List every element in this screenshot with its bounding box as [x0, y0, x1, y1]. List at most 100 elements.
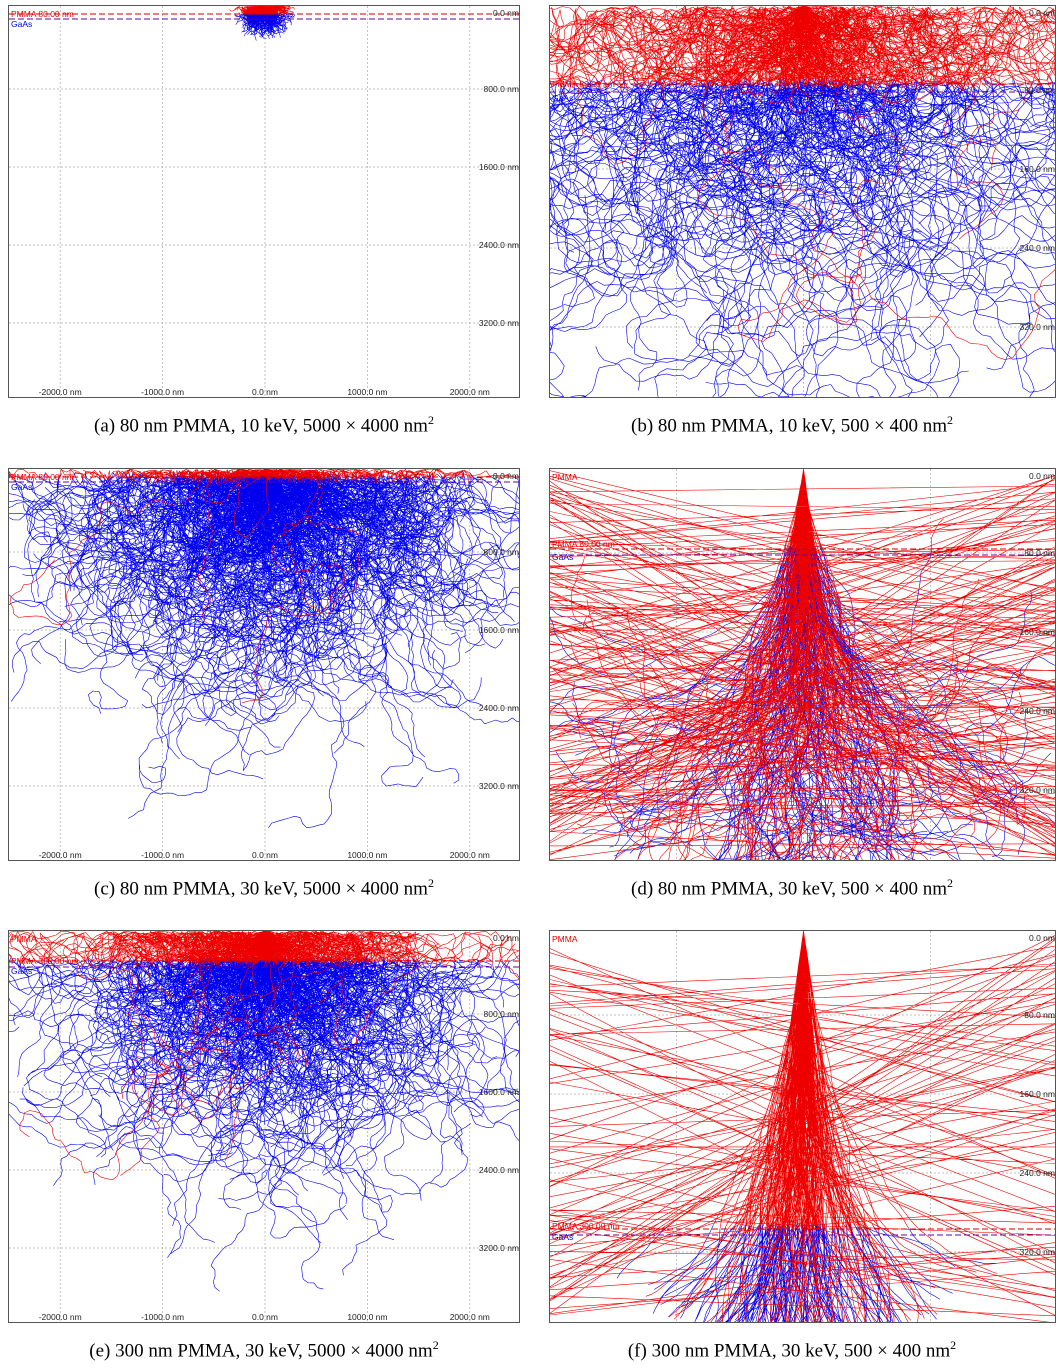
x-tick-label: -1000.0 nm: [141, 1312, 184, 1322]
trajectories: [550, 931, 1056, 1323]
x-tick-label: -1000.0 nm: [141, 850, 184, 860]
caption: (f) 300 nm PMMA, 30 keV, 500 × 400 nm2: [528, 1338, 1056, 1362]
x-tick-label: 1000.0 nm: [347, 387, 387, 397]
y-tick-label: 160.0 nm: [1020, 1089, 1055, 1099]
y-tick-label: 160.0 nm: [1020, 627, 1055, 637]
x-tick-label: -2000.0 nm: [39, 387, 82, 397]
trajectories: [9, 955, 520, 1291]
x-tick-label: 2000.0 nm: [450, 1312, 490, 1322]
caption-label: (d): [631, 878, 653, 899]
y-tick-label: 800.0 nm: [484, 1009, 519, 1019]
layer-label: GaAs: [11, 966, 32, 976]
layer-label: PMMA 80.00 nm: [11, 9, 74, 19]
y-tick-label: 0.0 nm: [1029, 933, 1055, 943]
plot: PMMA PMMA 80.00 nm GaAs 0.0 nm 80.0 nm 160.0 …: [550, 469, 1056, 861]
caption-sup: 2: [947, 413, 953, 427]
x-tick-label: 1000.0 nm: [347, 850, 387, 860]
y-tick-label: 3200.0 nm: [479, 318, 519, 328]
layer-label: GaAs: [552, 93, 573, 103]
layer-label: PMMA 300.00 nm: [552, 1221, 620, 1231]
caption-label: (a): [94, 415, 115, 436]
y-tick-label: 160.0 nm: [1020, 164, 1055, 174]
y-tick-label: 1600.0 nm: [479, 625, 519, 635]
simulation-panel: PMMA PMMA 300.00 nm GaAs 0.0 nm 80.0 nm 160.0…: [549, 930, 1056, 1323]
caption-text: 300 nm PMMA, 30 keV, 5000 × 4000 nm: [115, 1340, 433, 1361]
layer-label: PMMA 80.00 nm: [552, 539, 615, 549]
trajectories: [550, 76, 1056, 398]
simulation-panel: PMMA 80.00 nm GaAs 0.0 nm 800.0 nm 1600.0 nm…: [8, 5, 520, 398]
simulation-panel: PMMA PMMA 300.00 nm GaAs 0.0 nm 800.0 nm 1600…: [8, 930, 520, 1323]
caption-label: (f): [628, 1340, 647, 1361]
x-tick-label: -2000.0 nm: [39, 850, 82, 860]
layer-label: PMMA 80.00 nm: [552, 79, 615, 89]
trajectories: [235, 13, 295, 41]
caption-label: (e): [89, 1340, 110, 1361]
x-tick-label: 0.0 nm: [252, 387, 278, 397]
caption-sup: 2: [947, 876, 953, 890]
y-tick-label: 800.0 nm: [484, 84, 519, 94]
layer-label: PMMA: [552, 934, 578, 944]
caption-label: (b): [631, 415, 653, 436]
trajectories: [9, 471, 520, 828]
caption: (d) 80 nm PMMA, 30 keV, 500 × 400 nm2: [528, 876, 1056, 900]
y-tick-label: 0.0 nm: [493, 933, 519, 943]
layer-label: PMMA: [11, 934, 37, 944]
caption: (b) 80 nm PMMA, 10 keV, 500 × 400 nm2: [528, 413, 1056, 437]
y-tick-label: 320.0 nm: [1020, 1247, 1055, 1257]
x-tick-label: -2000.0 nm: [39, 1312, 82, 1322]
y-tick-label: 320.0 nm: [1020, 322, 1055, 332]
y-tick-label: 800.0 nm: [484, 547, 519, 557]
y-tick-label: 2400.0 nm: [479, 240, 519, 250]
caption-text: 80 nm PMMA, 30 keV, 500 × 400 nm: [658, 878, 947, 899]
caption: (e) 300 nm PMMA, 30 keV, 5000 × 4000 nm2: [0, 1338, 528, 1362]
y-tick-label: 1600.0 nm: [479, 162, 519, 172]
caption: (c) 80 nm PMMA, 30 keV, 5000 × 4000 nm2: [0, 876, 528, 900]
y-tick-label: 80.0 nm: [1024, 85, 1055, 95]
y-tick-label: 320.0 nm: [1020, 785, 1055, 795]
x-tick-label: 0.0 nm: [252, 1312, 278, 1322]
x-tick-label: 2000.0 nm: [450, 850, 490, 860]
y-tick-label: 0.0 nm: [1029, 471, 1055, 481]
x-tick-label: -1000.0 nm: [141, 387, 184, 397]
y-tick-label: 3200.0 nm: [479, 1243, 519, 1253]
y-tick-label: 240.0 nm: [1020, 706, 1055, 716]
x-tick-label: 0.0 nm: [252, 850, 278, 860]
y-tick-label: 240.0 nm: [1020, 1168, 1055, 1178]
y-tick-label: 0.0 nm: [1029, 8, 1055, 18]
x-tick-label: 2000.0 nm: [450, 387, 490, 397]
layer-label: PMMA 300.00 nm: [11, 956, 79, 966]
simulation-panel: PMMA 80.00 nm GaAs 0.0 nm 800.0 nm 1600.0 nm…: [8, 468, 520, 861]
layer-label: PMMA 80.00 nm: [11, 472, 74, 482]
caption-text: 300 nm PMMA, 30 keV, 500 × 400 nm: [652, 1340, 951, 1361]
layer-label: GaAs: [11, 482, 32, 492]
y-tick-label: 80.0 nm: [1024, 548, 1055, 558]
caption: (a) 80 nm PMMA, 10 keV, 5000 × 4000 nm2: [0, 413, 528, 437]
layer-label: PMMA: [552, 472, 578, 482]
trajectories: [617, 1223, 996, 1323]
caption-sup: 2: [950, 1338, 956, 1352]
caption-text: 80 nm PMMA, 30 keV, 5000 × 4000 nm: [120, 878, 428, 899]
y-tick-label: 1600.0 nm: [479, 1087, 519, 1097]
y-tick-label: 240.0 nm: [1020, 243, 1055, 253]
layer-label: GaAs: [552, 1232, 573, 1242]
simulation-panel: PMMA 80.00 nm GaAs 0.0 nm 80.0 nm 160.0 nm 24…: [549, 5, 1056, 398]
caption-text: 80 nm PMMA, 10 keV, 500 × 400 nm: [658, 415, 947, 436]
caption-sup: 2: [428, 876, 434, 890]
layer-label: GaAs: [552, 552, 573, 562]
y-tick-label: 2400.0 nm: [479, 703, 519, 713]
caption-text: 80 nm PMMA, 10 keV, 5000 × 4000 nm: [120, 415, 428, 436]
y-tick-label: 2400.0 nm: [479, 1165, 519, 1175]
y-tick-label: 0.0 nm: [493, 471, 519, 481]
y-tick-label: 3200.0 nm: [479, 781, 519, 791]
caption-sup: 2: [433, 1338, 439, 1352]
caption-label: (c): [94, 878, 115, 899]
simulation-panel: PMMA PMMA 80.00 nm GaAs 0.0 nm 80.0 nm 160.0 …: [549, 468, 1056, 861]
layer-label: GaAs: [11, 19, 32, 29]
y-tick-label: 80.0 nm: [1024, 1010, 1055, 1020]
y-tick-label: 0.0 nm: [493, 8, 519, 18]
